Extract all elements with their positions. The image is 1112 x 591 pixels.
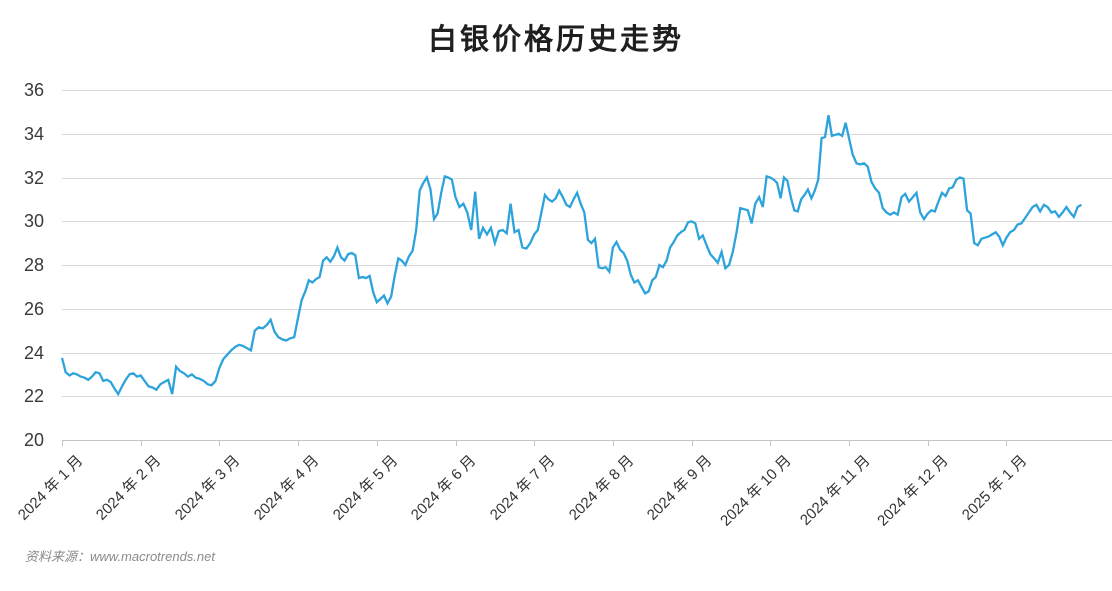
price-line [60, 115, 1082, 397]
x-tick [455, 440, 457, 446]
x-axis-line [62, 440, 1112, 441]
x-tick [534, 440, 536, 446]
y-axis-label: 28 [23, 255, 44, 275]
gridline [62, 221, 1112, 223]
gridline [62, 352, 1112, 354]
y-axis-label: 20 [23, 430, 44, 450]
y-axis-label: 26 [23, 298, 44, 319]
y-axis-label: 24 [23, 342, 44, 363]
gridline [62, 265, 1112, 266]
gridline [62, 133, 1112, 135]
y-axis-label: 22 [23, 386, 44, 407]
y-axis-label: 32 [23, 167, 44, 188]
x-tick [691, 440, 693, 446]
x-tick [140, 440, 142, 446]
x-tick [376, 440, 378, 446]
x-tick [612, 440, 614, 446]
source-note: 资料来源：www.macrotrends.net [25, 549, 215, 564]
x-tick [298, 440, 300, 446]
x-tick [849, 440, 850, 446]
gridline [62, 90, 1112, 91]
y-axis-label: 30 [23, 211, 44, 232]
gridline [62, 308, 1112, 310]
x-tick [927, 440, 929, 446]
gridline [62, 396, 1112, 398]
gridline [62, 177, 1112, 179]
x-tick [1006, 440, 1008, 446]
y-axis-label: 34 [23, 123, 44, 144]
x-tick [62, 440, 63, 446]
x-tick [219, 440, 221, 446]
chart-title: 白银价格历史走势 [427, 24, 684, 56]
x-tick [770, 440, 772, 446]
y-axis-label: 36 [23, 80, 44, 100]
